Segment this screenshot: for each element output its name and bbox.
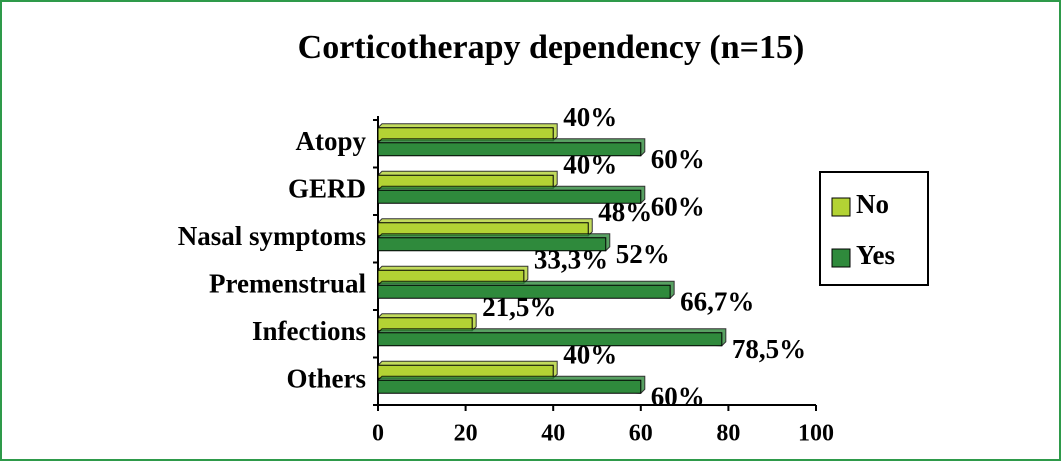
legend-swatch (831, 197, 851, 217)
bar (377, 284, 671, 299)
chart-title: Corticotherapy dependency (n=15) (298, 29, 805, 66)
x-tick-label: 60 (629, 421, 653, 447)
bar (377, 237, 607, 252)
data-label: 40% (563, 149, 617, 179)
data-label: 60% (651, 381, 705, 411)
data-label: 66,7% (680, 286, 754, 316)
bar (377, 379, 642, 394)
data-label: 60% (651, 191, 705, 221)
x-tick-label: 20 (454, 421, 478, 447)
data-label: 40% (563, 102, 617, 132)
data-label: 48% (598, 197, 652, 227)
y-tick-label: Others (287, 363, 366, 393)
bar (377, 142, 642, 157)
data-label: 78,5% (732, 334, 806, 364)
x-tick-label: 40 (541, 421, 565, 447)
y-tick-label: GERD (288, 173, 366, 203)
y-tick-label: Infections (252, 316, 366, 346)
y-tick-label: Nasal symptoms (178, 221, 366, 251)
legend-swatch (831, 248, 851, 268)
bar (377, 189, 642, 204)
y-tick-label: Premenstrual (209, 268, 366, 298)
legend-label: Yes (856, 240, 895, 270)
y-tick-label: Atopy (295, 126, 366, 156)
legend-label: No (856, 189, 889, 219)
data-label: 21,5% (482, 292, 556, 322)
x-tick-label: 0 (372, 421, 384, 447)
x-tick-label: 100 (798, 421, 834, 447)
data-label: 33,3% (534, 244, 608, 274)
data-label: 60% (651, 144, 705, 174)
data-label: 40% (563, 339, 617, 369)
bar (377, 332, 723, 347)
data-label: 52% (616, 239, 670, 269)
x-tick-label: 80 (716, 421, 740, 447)
